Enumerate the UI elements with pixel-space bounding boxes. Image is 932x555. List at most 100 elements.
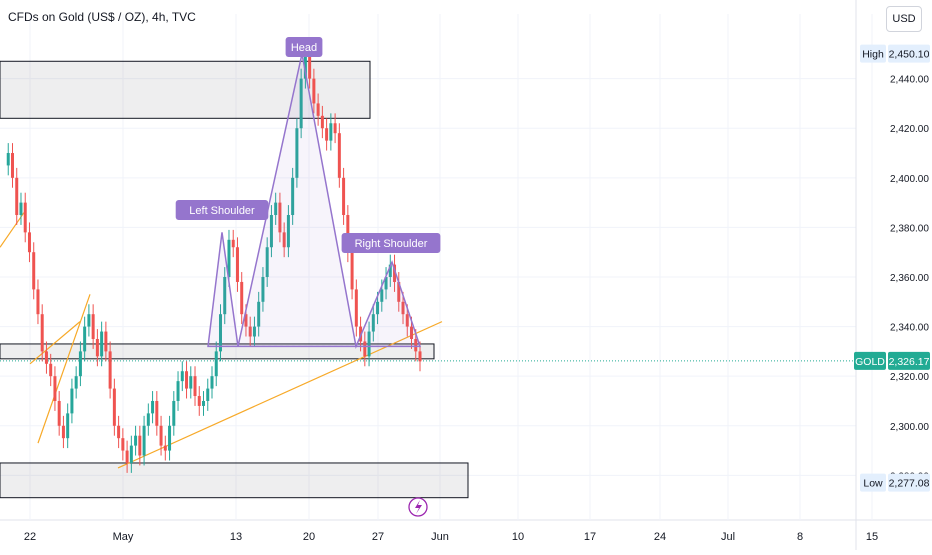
candle-body <box>87 314 91 327</box>
high-label: High <box>862 49 884 61</box>
candle-body <box>405 314 409 327</box>
y-tick-label: 2,360.00 <box>890 273 929 284</box>
candle-body <box>350 252 354 290</box>
candle-body <box>142 425 146 456</box>
candle-body <box>235 247 239 282</box>
low-label: Low <box>863 478 883 490</box>
x-tick-label: 15 <box>866 531 878 543</box>
candle-body <box>274 202 278 216</box>
y-tick-label: 2,320.00 <box>890 372 929 383</box>
candle-body <box>206 388 210 401</box>
candle-body <box>15 177 19 216</box>
pattern-outline <box>207 53 422 350</box>
x-tick-label: 27 <box>372 531 384 543</box>
candle-body <box>244 314 248 327</box>
x-tick-label: Jul <box>721 531 735 543</box>
candle-body <box>291 177 295 216</box>
candle-body <box>329 123 333 141</box>
candle-body <box>78 351 82 377</box>
candle-body <box>172 400 176 426</box>
candle-body <box>112 388 116 426</box>
x-tick-label: 8 <box>797 531 803 543</box>
supply-demand-zone <box>0 462 469 499</box>
candle-body <box>261 277 265 302</box>
price-axis: 2,280.002,300.002,320.002,340.002,360.00… <box>854 44 930 492</box>
candle-body <box>282 232 286 248</box>
candle-body <box>257 301 261 327</box>
annotation-labels: Head Left Shoulder Right Shoulder <box>175 37 441 253</box>
low-value: 2,277.08 <box>889 478 930 490</box>
high-label-bg <box>860 44 886 63</box>
currency-button[interactable]: USD <box>886 6 922 32</box>
x-tick-label: 10 <box>512 531 524 543</box>
left-shoulder-label: Left Shoulder <box>189 205 255 217</box>
candle-body <box>248 326 252 337</box>
candle-body <box>70 388 74 414</box>
candle-body <box>320 115 324 129</box>
channel-line <box>0 212 25 248</box>
candle-body <box>337 133 341 178</box>
candle-body <box>163 445 167 451</box>
candle-body <box>214 351 218 377</box>
high-value: 2,450.10 <box>889 49 930 61</box>
candle-body <box>155 400 159 426</box>
candle-body <box>74 376 78 389</box>
candle-body <box>44 351 48 364</box>
candle-body <box>151 400 155 414</box>
candle-body <box>189 376 193 389</box>
low-label-bg <box>860 473 886 492</box>
candle-body <box>19 202 23 216</box>
left-shoulder-label-bg <box>175 200 269 220</box>
candle-body <box>138 435 142 456</box>
candle-body <box>185 371 189 389</box>
candle-body <box>202 400 206 406</box>
right-shoulder-label: Right Shoulder <box>355 238 428 250</box>
candle-body <box>6 153 10 166</box>
candle-body <box>393 264 397 282</box>
candle-body <box>36 289 40 315</box>
candle-body <box>49 363 53 377</box>
x-tick-label: 22 <box>24 531 36 543</box>
candle-body <box>380 289 384 302</box>
candle-body <box>397 281 401 302</box>
y-tick-label: 2,300.00 <box>890 422 929 433</box>
candle-body <box>23 202 27 233</box>
candle-body <box>129 445 133 463</box>
candle-body <box>146 413 150 426</box>
head-label-bg <box>285 37 323 57</box>
candle-body <box>193 376 197 397</box>
candle-body <box>388 264 392 277</box>
candle-body <box>180 371 184 382</box>
candle-body <box>252 326 256 337</box>
channel-line <box>29 321 81 365</box>
y-tick-label: 2,400.00 <box>890 174 929 185</box>
y-tick-label: 2,380.00 <box>890 223 929 234</box>
last-price-badge: 2,326.17 <box>889 356 930 368</box>
candle-body <box>210 376 214 389</box>
candle-body <box>159 425 163 446</box>
candle-body <box>384 277 388 290</box>
candle-body <box>354 289 358 327</box>
candle-body <box>117 425 121 439</box>
y-tick-label: 2,340.00 <box>890 323 929 334</box>
candle-body <box>83 326 87 352</box>
candle-body <box>418 351 422 362</box>
candle-body <box>32 252 36 290</box>
head-and-shoulders-pattern <box>207 53 422 350</box>
candle-body <box>168 425 172 451</box>
y-tick-label: 2,440.00 <box>890 75 929 86</box>
symbol-badge-bg <box>854 351 886 370</box>
channel-line <box>37 294 91 444</box>
candle-body <box>134 435 138 446</box>
candle-body <box>333 123 337 134</box>
symbol-badge: GOLD <box>855 356 885 368</box>
candle-body <box>303 53 307 79</box>
candle-body <box>363 341 367 357</box>
candle-body <box>410 326 414 339</box>
x-tick-label: 13 <box>230 531 242 543</box>
candle-body <box>108 351 112 389</box>
candle-body <box>312 78 316 104</box>
candle-body <box>176 381 180 401</box>
